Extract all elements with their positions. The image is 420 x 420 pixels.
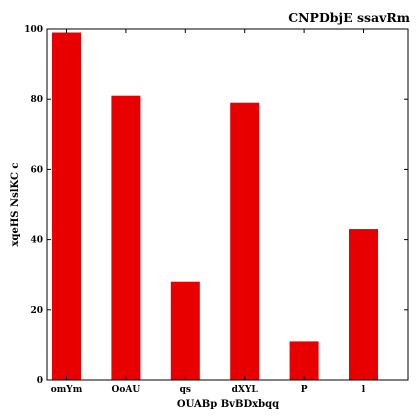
y-tick-label: 100 xyxy=(24,25,43,35)
y-tick-label: 60 xyxy=(30,165,43,175)
bar-l xyxy=(349,229,378,380)
y-tick-label: 80 xyxy=(30,95,43,105)
bar-P xyxy=(289,341,319,380)
y-tick-label: 40 xyxy=(30,236,43,246)
x-axis-label: OUABp BvBDxbqq xyxy=(177,399,279,410)
y-axis-label: xqeHS NslKC c xyxy=(10,163,21,247)
plot-frame xyxy=(46,28,409,381)
x-tick-label: l xyxy=(362,385,366,395)
x-tick-label: P xyxy=(301,385,308,395)
x-tick-label: OoAU xyxy=(112,385,141,395)
chart-title: CNPDbjE ssavRm xyxy=(288,10,410,25)
bar-omYm xyxy=(52,32,81,380)
y-tick-label: 20 xyxy=(30,306,43,316)
x-tick-label: omYm xyxy=(51,385,83,395)
y-tick-label: 0 xyxy=(37,376,43,386)
x-tick-label: dXYL xyxy=(232,385,259,395)
bar-qs xyxy=(170,281,200,380)
bar-OoAU xyxy=(111,95,141,380)
x-tick-label: qs xyxy=(180,385,191,395)
bar-dXYL xyxy=(230,102,260,381)
bars-group xyxy=(52,32,378,381)
